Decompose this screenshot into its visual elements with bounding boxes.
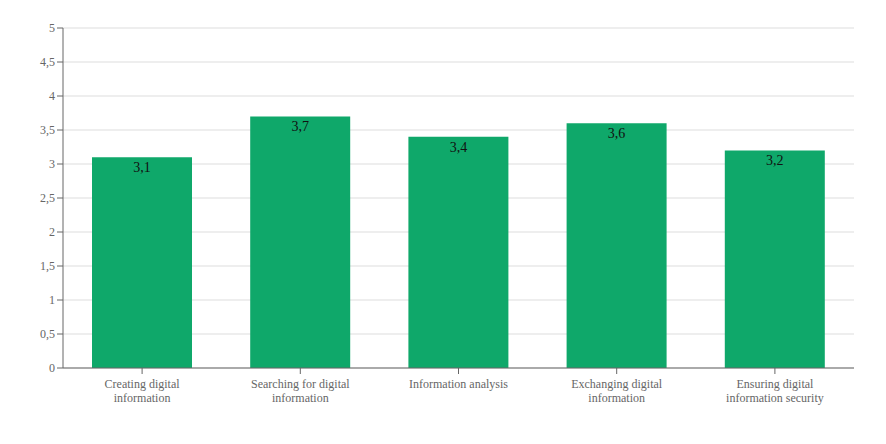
svg-text:3: 3 <box>49 157 55 171</box>
svg-text:Ensuring digitalinformation se: Ensuring digitalinformation security <box>726 377 824 405</box>
svg-text:2: 2 <box>49 225 55 239</box>
svg-text:3,5: 3,5 <box>40 123 55 137</box>
svg-text:3,7: 3,7 <box>291 119 309 134</box>
svg-text:4: 4 <box>49 89 55 103</box>
svg-text:2,5: 2,5 <box>40 191 55 205</box>
svg-text:1,5: 1,5 <box>40 259 55 273</box>
svg-text:Creating digitalinformation: Creating digitalinformation <box>105 377 181 405</box>
svg-text:0,5: 0,5 <box>40 327 55 341</box>
svg-text:5: 5 <box>49 21 55 35</box>
svg-text:Exchanging digitalinformation: Exchanging digitalinformation <box>571 377 663 405</box>
svg-text:3,4: 3,4 <box>450 140 468 155</box>
svg-text:Information analysis: Information analysis <box>409 377 508 391</box>
svg-text:3,6: 3,6 <box>608 126 626 141</box>
svg-text:3,1: 3,1 <box>133 160 151 175</box>
svg-text:4,5: 4,5 <box>40 55 55 69</box>
svg-text:1: 1 <box>49 293 55 307</box>
svg-text:Searching for digitalinformati: Searching for digitalinformation <box>251 377 350 405</box>
svg-text:0: 0 <box>49 361 55 375</box>
svg-text:3,2: 3,2 <box>766 153 784 168</box>
